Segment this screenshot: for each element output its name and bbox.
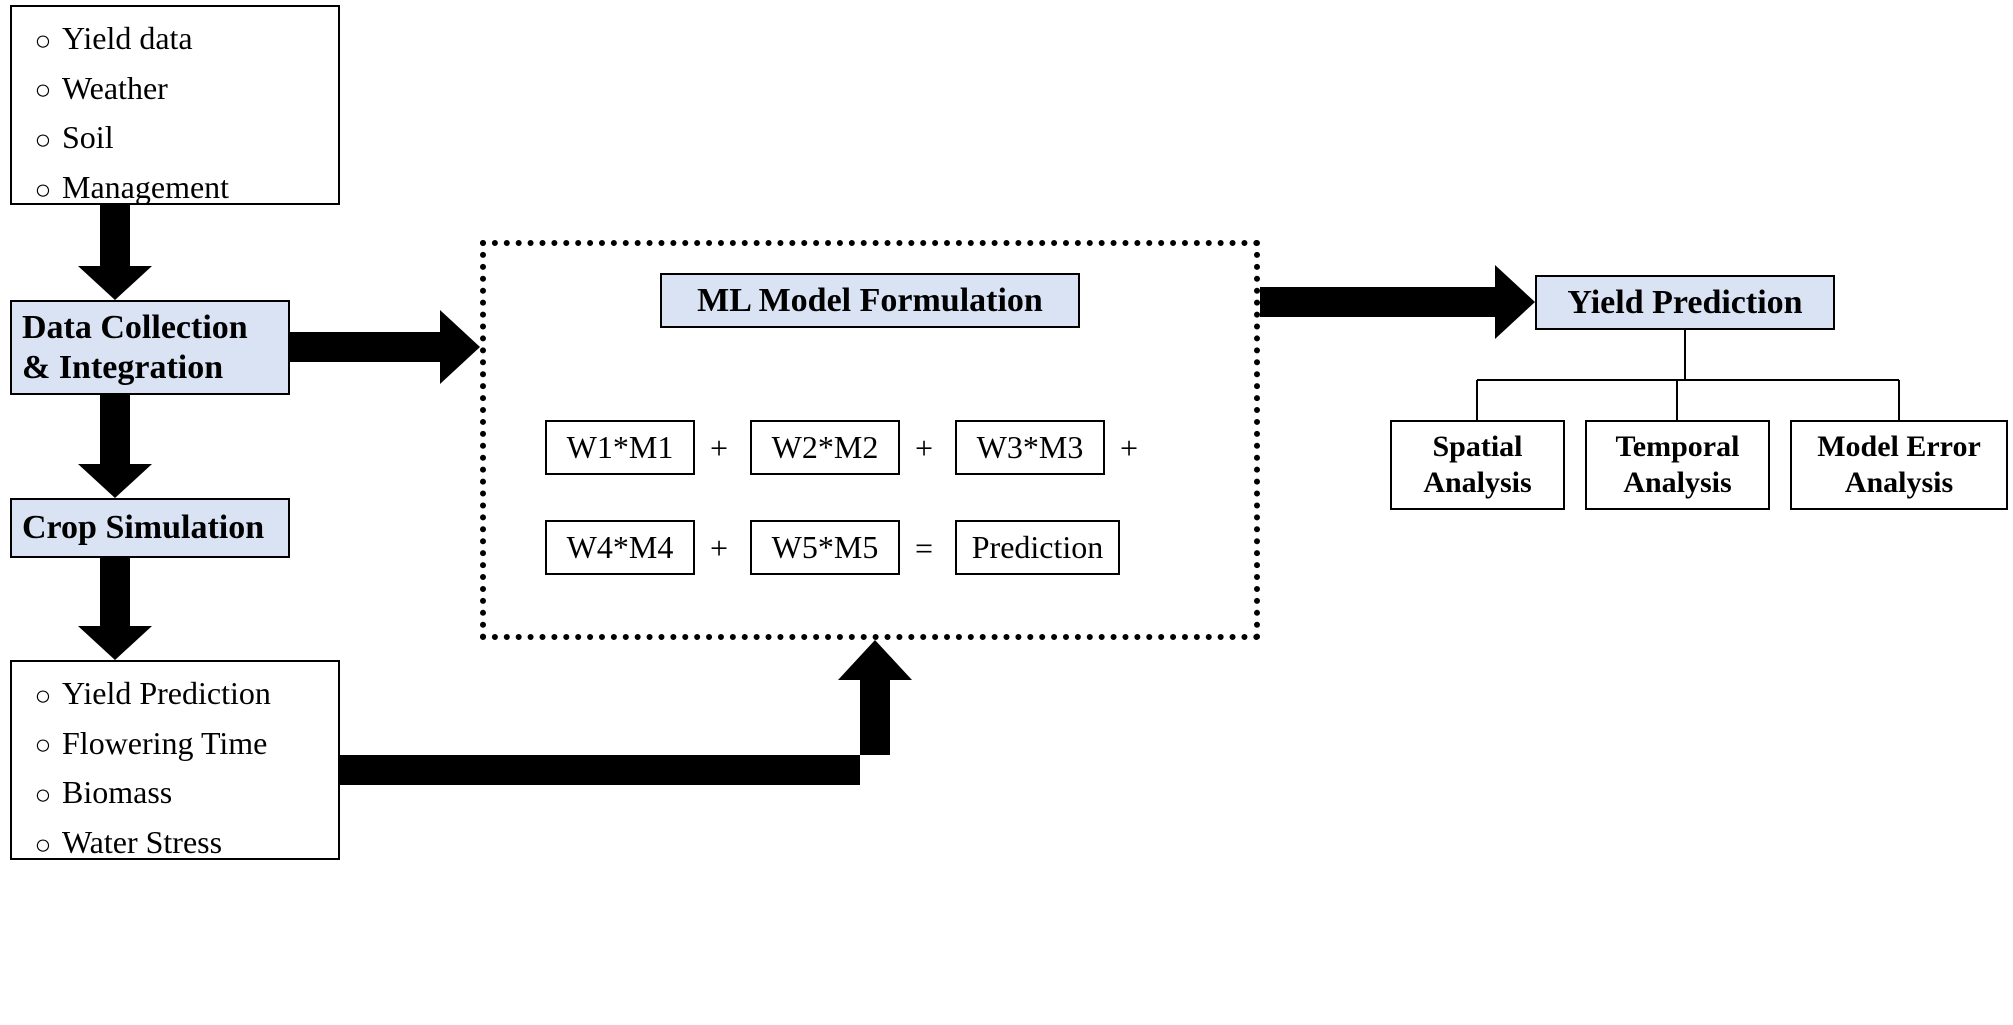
arrow-right-icon — [290, 310, 480, 384]
arrows-layer — [0, 0, 2013, 1025]
arrow-right-icon — [1260, 265, 1535, 339]
arrow-down-icon — [78, 558, 152, 660]
arrow-down-icon — [78, 205, 152, 300]
arrow-elbow-up-icon — [340, 640, 912, 785]
arrow-down-icon — [78, 395, 152, 498]
